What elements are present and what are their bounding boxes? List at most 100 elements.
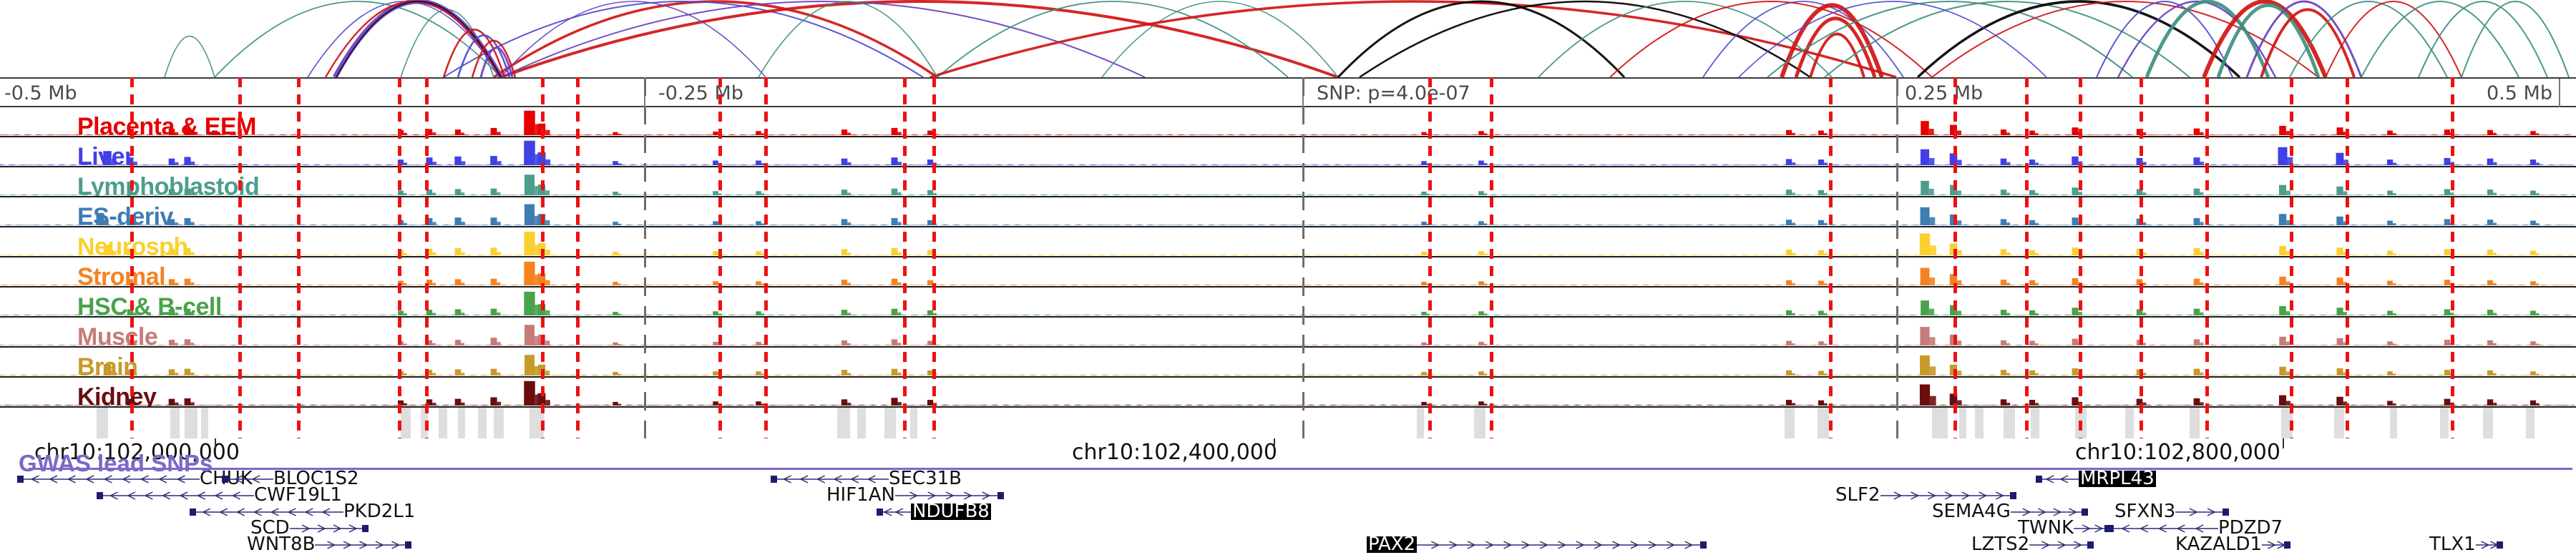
signal-track-liver[interactable]: Liver [0, 137, 2576, 167]
signal-peak-shoulder [761, 313, 765, 315]
signal-peak [613, 221, 618, 225]
gene-twnk[interactable]: TWNK [2018, 519, 2112, 537]
signal-peak [1421, 281, 1427, 285]
signal-peak [756, 371, 761, 375]
signal-peak [2072, 247, 2079, 255]
signal-peak-shoulder [175, 132, 179, 135]
interaction-arc [1702, 1, 1904, 77]
signal-peak [2487, 370, 2493, 375]
signal-peak-shoulder [2535, 223, 2540, 225]
signal-peak-shoulder [2035, 192, 2039, 195]
signal-peak-shoulder [1426, 344, 1430, 345]
gene-kazald1[interactable]: KAZALD1 [2175, 535, 2291, 554]
signal-peak-shoulder [190, 222, 195, 225]
signal-peak [2530, 341, 2536, 345]
gene-ndufb8[interactable]: NDUFB8 [877, 502, 991, 521]
signal-track-lymphoblastoid[interactable]: Lymphoblastoid [0, 167, 2576, 197]
signal-track-neurosph[interactable]: Neurosph [0, 227, 2576, 257]
signal-peak-shoulder [2392, 253, 2396, 255]
interaction-arc [500, 0, 1339, 77]
gene-cwf19l1[interactable]: CWF19L1 [97, 486, 342, 504]
signal-peak-shoulder [497, 372, 501, 375]
signal-peak [927, 370, 933, 375]
signal-peak-shoulder [2343, 159, 2348, 165]
signal-peak-shoulder [497, 252, 501, 255]
signal-peak [1421, 161, 1427, 165]
signal-peak [2487, 399, 2494, 406]
signal-peak [2530, 310, 2536, 315]
signal-profile [0, 175, 2576, 195]
signal-peak-shoulder [2450, 132, 2454, 135]
signal-peak-shoulder [2078, 312, 2082, 315]
signal-peak-shoulder [432, 283, 436, 285]
signal-peak [2387, 371, 2393, 375]
signal-peak-shoulder [190, 282, 195, 285]
gene-wnt8b[interactable]: WNT8B [247, 535, 412, 554]
signal-peak-shoulder [1426, 193, 1430, 195]
signal-peak [1478, 341, 1484, 345]
signal-peak-shoulder [761, 133, 765, 135]
signal-peak [713, 221, 718, 225]
signal-peak [1818, 159, 1825, 165]
signal-peak-shoulder [1792, 283, 1795, 285]
gene-pdzd7[interactable]: PDZD7 [2107, 519, 2283, 537]
signal-peak-shoulder [1792, 222, 1796, 225]
gene-mrpl43[interactable]: MRPL43 [2036, 469, 2156, 488]
signal-track-hsc-b-cell[interactable]: HSC & B-cell [0, 288, 2576, 318]
signal-peak-shoulder [1824, 403, 1828, 406]
signal-peak [184, 278, 191, 285]
signal-track-es-deriv[interactable]: ES-deriv [0, 197, 2576, 227]
interaction-arc [1794, 16, 1877, 77]
signal-peak-shoulder [1823, 313, 1828, 315]
signal-peak-shoulder [497, 161, 502, 165]
signal-peak [756, 191, 761, 195]
gene-scd[interactable]: SCD [250, 519, 369, 537]
signal-peak [2029, 370, 2035, 375]
signal-peak [1818, 370, 1824, 375]
gene-sec31b[interactable]: SEC31B [771, 469, 962, 488]
signal-track-kidney[interactable]: Kidney [0, 378, 2576, 408]
ruler-label-quarter-left: -0.25 Mb [658, 82, 743, 104]
signal-track-muscle[interactable]: Muscle [0, 318, 2576, 348]
signal-peak [927, 159, 934, 165]
signal-peak-shoulder [461, 402, 465, 406]
signal-peak-shoulder [2493, 192, 2497, 195]
gene-slf2[interactable]: SLF2 [1835, 484, 2016, 506]
signal-peak [1921, 180, 1929, 195]
signal-peak [891, 398, 898, 406]
signal-profile [0, 325, 2576, 345]
track-label: Neurosph [77, 233, 188, 257]
signal-peak-shoulder [2142, 222, 2147, 225]
signal-peak [127, 190, 134, 195]
gene-pkd2l1[interactable]: PKD2L1 [190, 502, 415, 521]
gene-bloc1s2[interactable]: BLOC1S2 [222, 469, 359, 488]
signal-peak [1421, 221, 1427, 225]
signal-peak [2444, 157, 2451, 165]
signal-peak-shoulder [2078, 401, 2083, 406]
signal-track-placenta-eem[interactable]: Placenta & EEM [0, 107, 2576, 137]
signal-track-stromal[interactable]: Stromal [0, 257, 2576, 288]
signal-peak [1950, 185, 1957, 195]
signal-peak-shoulder [1824, 252, 1828, 255]
signal-peak [841, 219, 848, 225]
gene-row: SEMA4G SFXN3 PKD2L1 NDUFB8 [0, 502, 2576, 521]
gene-lzts2[interactable]: LZTS2 [1971, 535, 2094, 554]
signal-track-brain[interactable]: Brain [0, 348, 2576, 378]
gene-hif1an[interactable]: HIF1AN [826, 484, 1004, 506]
gene-name-label: SLF2 [1835, 484, 1880, 506]
signal-peak-shoulder [2343, 282, 2347, 285]
gene-sema4g[interactable]: SEMA4G [1932, 502, 2088, 521]
signal-peak-shoulder [2078, 192, 2082, 195]
gene-name-label: HIF1AN [826, 484, 895, 506]
signal-peak-shoulder [535, 215, 541, 225]
signal-peak [2029, 310, 2035, 315]
signal-peak [1818, 310, 1824, 315]
signal-peak-shoulder [761, 223, 765, 225]
gene-sfxn3[interactable]: SFXN3 [2114, 502, 2230, 521]
gene-pax2[interactable]: PAX2 [1367, 535, 1707, 554]
signal-peak [184, 398, 191, 406]
signal-peak [537, 242, 546, 255]
signal-peak [1920, 327, 1930, 345]
signal-peak-shoulder [847, 222, 852, 225]
gene-tlx1[interactable]: TLX1 [2429, 535, 2503, 554]
